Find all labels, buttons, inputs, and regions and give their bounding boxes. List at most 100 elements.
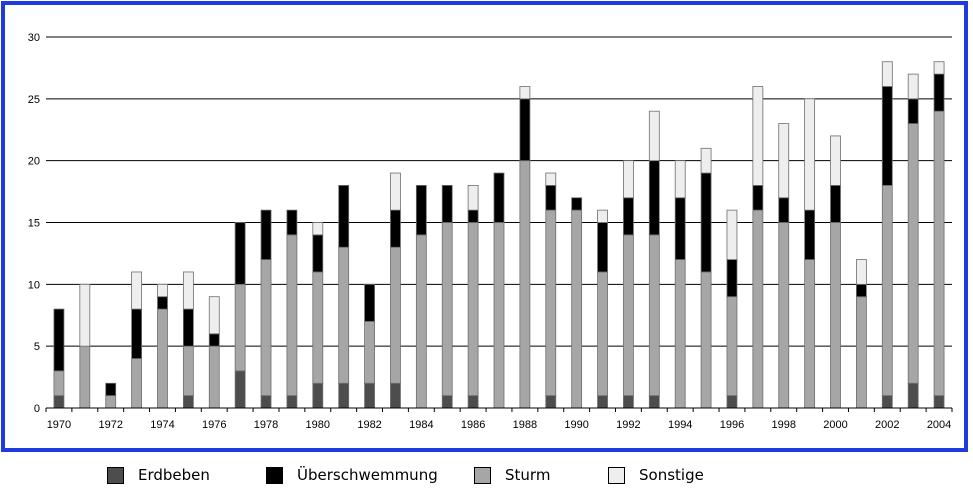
bar-segment-sturm-1975 — [182, 345, 194, 397]
x-tick-label: 1976 — [202, 419, 226, 431]
x-tick-label: 1998 — [772, 419, 796, 431]
bar-segment-sturm-1996 — [726, 296, 738, 397]
legend-item-ueberschwemmung: Überschwemmung — [266, 466, 438, 484]
bar-segment-sonstige-1991 — [597, 209, 608, 223]
bar-segment-sturm-1978 — [260, 259, 272, 397]
bar-segment-ueberschwemmung-1982 — [364, 283, 375, 322]
bar-segment-erdbeben-1979 — [286, 395, 298, 409]
bar-segment-sturm-1984 — [415, 234, 427, 409]
bar-segment-sonstige-1994 — [674, 160, 686, 199]
bar-segment-ueberschwemmung-1990 — [571, 197, 583, 211]
y-tick-label: 15 — [28, 218, 40, 230]
bar-segment-ueberschwemmung-1973 — [131, 308, 143, 359]
bar-segment-sonstige-1971 — [79, 283, 91, 347]
legend-label-erdbeben: Erdbeben — [138, 466, 210, 484]
bar-segment-sturm-1977 — [234, 283, 246, 372]
bar-segment-ueberschwemmung-2003 — [907, 98, 919, 124]
x-tick-label: 1980 — [306, 419, 330, 431]
bar-segment-sturm-1976 — [208, 345, 220, 409]
bar-segment-sonstige-1998 — [778, 123, 790, 199]
bar-segment-sturm-1972 — [105, 395, 117, 409]
bar-segment-sturm-1970 — [53, 370, 65, 397]
y-tick-label: 25 — [28, 94, 40, 106]
bar-segment-ueberschwemmung-1970 — [53, 308, 65, 372]
bar-segment-sturm-1971 — [79, 345, 91, 409]
bar-segment-sonstige-1995 — [700, 147, 712, 174]
x-tick-label: 2000 — [823, 419, 847, 431]
bar-segment-sonstige-1989 — [545, 172, 557, 186]
bar-segment-sturm-1995 — [700, 271, 712, 409]
bar-segment-ueberschwemmung-1993 — [648, 160, 660, 236]
bar-segment-erdbeben-1992 — [623, 395, 634, 409]
y-tick-label: 20 — [28, 156, 40, 168]
bar-segment-ueberschwemmung-2000 — [830, 184, 841, 223]
bar-segment-sturm-1980 — [312, 271, 324, 384]
bar-segment-sonstige-1996 — [726, 209, 738, 261]
bar-segment-sturm-1997 — [752, 209, 764, 409]
bar-segment-sonstige-1993 — [648, 110, 660, 162]
legend-swatch-erdbeben — [107, 466, 124, 484]
bar-segment-sonstige-1974 — [157, 283, 168, 298]
x-tick-label: 1986 — [461, 419, 485, 431]
stacked-bar-chart: 0 5 10 15 20 25 30 1970 1972 1974 1976 1978 1980 198… — [28, 32, 953, 431]
x-tick-label: 1994 — [668, 419, 692, 431]
bar-segment-ueberschwemmung-1974 — [157, 296, 168, 310]
bar-segment-sturm-1999 — [804, 259, 816, 409]
bar-segment-sturm-1985 — [441, 222, 453, 397]
bar-segment-ueberschwemmung-1998 — [778, 197, 790, 223]
bar-segment-sturm-1990 — [571, 209, 583, 409]
x-tick-label: 1970 — [47, 419, 71, 431]
bar-segment-ueberschwemmung-1983 — [390, 209, 401, 248]
x-tick-label: 2004 — [927, 419, 951, 431]
bar-segment-ueberschwemmung-1989 — [545, 184, 557, 211]
bars — [53, 61, 945, 409]
x-axis-ticks: 1970 1972 1974 1976 1978 1980 1982 1984 1986 1988… — [45, 408, 953, 431]
bar-segment-ueberschwemmung-1987 — [493, 172, 505, 223]
x-tick-label: 1992 — [616, 419, 640, 431]
bar-segment-sonstige-1973 — [131, 271, 143, 310]
x-tick-label: 1996 — [720, 419, 744, 431]
bar-segment-ueberschwemmung-1976 — [208, 333, 220, 347]
legend-label-ueberschwemmung: Überschwemmung — [297, 466, 438, 484]
bar-segment-sturm-1992 — [623, 234, 634, 397]
bar-segment-erdbeben-1989 — [545, 395, 557, 409]
bar-segment-sturm-1988 — [519, 160, 531, 409]
bar-segment-sonstige-1983 — [390, 172, 401, 211]
bar-segment-sturm-1989 — [545, 209, 557, 397]
bar-segment-ueberschwemmung-1995 — [700, 172, 712, 273]
bar-segment-ueberschwemmung-1979 — [286, 209, 298, 236]
bar-segment-erdbeben-1991 — [597, 395, 608, 409]
bar-segment-sturm-1981 — [338, 246, 350, 384]
bar-segment-erdbeben-2002 — [881, 395, 893, 409]
bar-segment-ueberschwemmung-1975 — [182, 308, 194, 347]
bar-segment-sturm-1991 — [597, 271, 608, 397]
bar-segment-sonstige-1999 — [804, 98, 816, 211]
bar-segment-erdbeben-1978 — [260, 395, 272, 409]
bar-segment-ueberschwemmung-1978 — [260, 209, 272, 261]
bar-segment-sturm-2001 — [856, 296, 867, 409]
bar-segment-ueberschwemmung-2001 — [856, 283, 867, 298]
bar-segment-erdbeben-1970 — [53, 395, 65, 409]
bar-segment-erdbeben-1985 — [441, 395, 453, 409]
bar-segment-sonstige-2004 — [933, 61, 945, 75]
gridlines — [46, 36, 952, 347]
y-tick-label: 30 — [28, 32, 40, 44]
bar-segment-ueberschwemmung-1999 — [804, 209, 816, 261]
bar-segment-sonstige-2000 — [830, 135, 841, 186]
bar-segment-sonstige-1992 — [623, 160, 634, 199]
bar-segment-ueberschwemmung-2004 — [933, 73, 945, 112]
bar-segment-erdbeben-1996 — [726, 395, 738, 409]
bar-segment-ueberschwemmung-1986 — [467, 209, 479, 223]
bar-segment-sonstige-1986 — [467, 184, 479, 211]
bar-segment-erdbeben-2004 — [933, 395, 945, 409]
bar-segment-erdbeben-1975 — [182, 395, 194, 409]
legend-item-erdbeben: Erdbeben — [107, 466, 210, 484]
bar-segment-erdbeben-1983 — [390, 382, 401, 409]
x-tick-label: 1990 — [564, 419, 588, 431]
bar-segment-sturm-2003 — [907, 123, 919, 384]
legend-label-sonstige: Sonstige — [639, 466, 704, 484]
bar-segment-sturm-1987 — [493, 222, 505, 409]
bar-segment-sturm-1994 — [674, 259, 686, 409]
x-tick-label: 1988 — [513, 419, 537, 431]
legend-swatch-ueberschwemmung — [266, 466, 283, 484]
